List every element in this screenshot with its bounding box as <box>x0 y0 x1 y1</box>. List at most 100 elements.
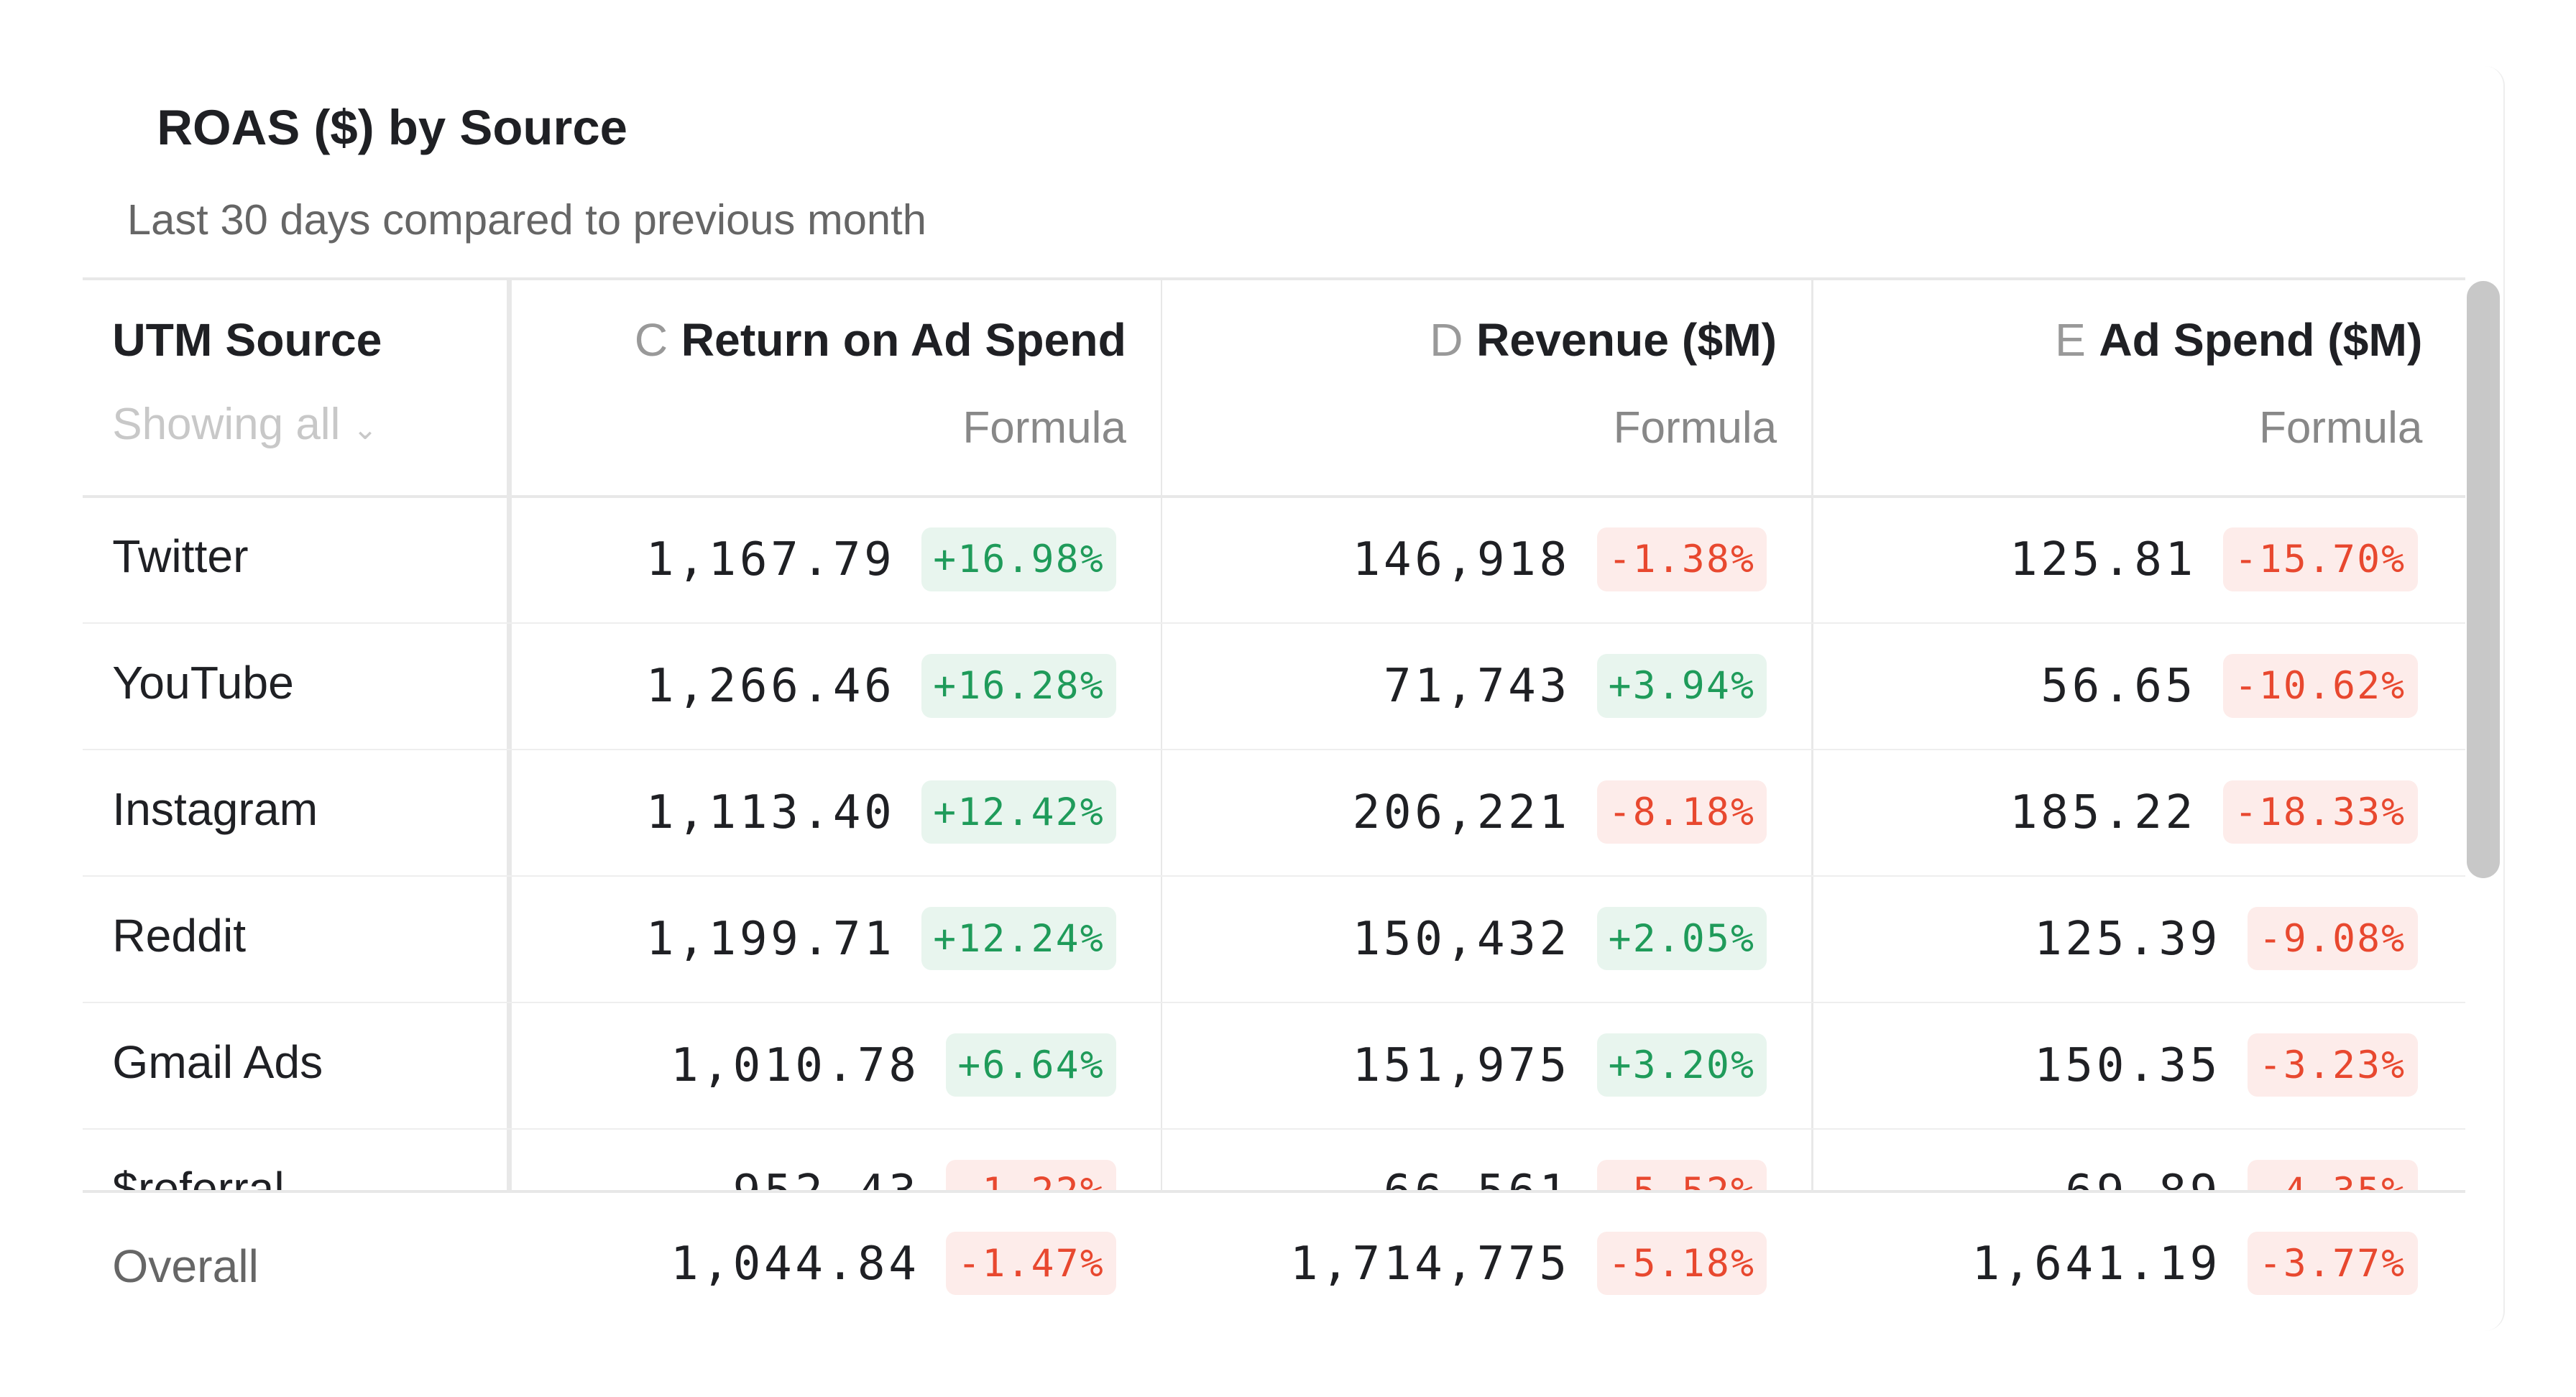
value-cell: 69.89 -4.35% <box>1813 1129 2418 1194</box>
value-cell: 1,199.71 +12.24% <box>512 876 1117 1002</box>
filter-label: Showing all <box>112 400 341 450</box>
source-name: YouTube <box>112 656 294 709</box>
column-header-e[interactable]: E Ad Spend ($M) Formula <box>1813 280 2466 495</box>
value-cell: 146,918 -1.38% <box>1162 497 1767 622</box>
change-badge: -1.22% <box>946 1159 1117 1194</box>
value-cell: 1,167.79 +16.98% <box>512 497 1117 622</box>
value: 1,641.19 <box>1972 1236 2221 1291</box>
value-cell: 125.81 -15.70% <box>1813 497 2418 622</box>
column-type: Formula <box>2258 402 2423 453</box>
value-cell: 150,432 +2.05% <box>1162 876 1767 1002</box>
value-cell: 185.22 -18.33% <box>1813 750 2418 875</box>
overall-row: Overall 1,044.84 -1.47% 1,714,775 -5.18% 1,6… <box>82 1190 2466 1333</box>
column-name: Ad Spend ($M) <box>2099 313 2423 366</box>
source-name: Twitter <box>112 530 249 582</box>
source-name: Gmail Ads <box>112 1036 323 1088</box>
change-badge: -9.08% <box>2247 906 2418 971</box>
column-divider <box>1811 280 1813 1194</box>
value-cell: 66,561 -5.52% <box>1162 1129 1767 1194</box>
value: 1,167.79 <box>645 532 896 586</box>
value-cell: 56.65 -10.62% <box>1813 623 2418 749</box>
column-divider <box>507 280 512 1194</box>
filter-dropdown[interactable]: Showing all ⌄ <box>112 399 377 450</box>
column-letter: C <box>634 313 668 366</box>
value: 952.43 <box>732 1164 920 1194</box>
value: 1,044.84 <box>671 1236 920 1291</box>
value: 206,221 <box>1352 785 1570 839</box>
table-row[interactable]: Reddit 1,199.71 +12.24% 150,432 +2.05% 125.39… <box>82 876 2466 1003</box>
value-cell: 1,714,775 -5.18% <box>1162 1193 1767 1333</box>
value: 71,743 <box>1383 658 1570 713</box>
column-divider <box>1161 280 1163 1194</box>
value: 125.81 <box>2009 532 2196 586</box>
value-cell: 952.43 -1.22% <box>512 1129 1117 1194</box>
change-badge: -4.35% <box>2247 1159 2418 1194</box>
value-cell: 71,743 +3.94% <box>1162 623 1767 749</box>
column-header-d[interactable]: D Revenue ($M) Formula <box>1162 280 1813 495</box>
change-badge: +3.94% <box>1596 653 1767 718</box>
value: 1,199.71 <box>645 911 896 966</box>
source-name: $referral <box>112 1162 285 1194</box>
change-badge: +16.98% <box>921 527 1117 591</box>
change-badge: -15.70% <box>2222 527 2418 591</box>
column-type: Formula <box>962 402 1126 453</box>
change-badge: -8.18% <box>1596 780 1767 844</box>
change-badge: -3.77% <box>2247 1231 2418 1296</box>
value-cell: 151,975 +3.20% <box>1162 1002 1767 1128</box>
change-badge: +2.05% <box>1596 906 1767 971</box>
value: 151,975 <box>1352 1038 1570 1092</box>
change-badge: +12.24% <box>921 906 1117 971</box>
column-letter: E <box>2054 313 2086 366</box>
overall-label: Overall <box>112 1240 259 1292</box>
value: 1,714,775 <box>1289 1236 1570 1291</box>
table-row[interactable]: YouTube 1,266.46 +16.28% 71,743 +3.94% 56.65-… <box>82 623 2466 750</box>
change-badge: +16.28% <box>921 653 1117 718</box>
change-badge: -5.18% <box>1596 1231 1767 1296</box>
value-cell: 150.35 -3.23% <box>1813 1002 2418 1128</box>
value: 185.22 <box>2009 785 2196 839</box>
value-cell: 1,113.40 +12.42% <box>512 750 1117 875</box>
value-cell: 1,266.46 +16.28% <box>512 623 1117 749</box>
value: 150,432 <box>1352 911 1570 966</box>
change-badge: -3.23% <box>2247 1033 2418 1097</box>
table-row[interactable]: Twitter 1,167.79 +16.98% 146,918 -1.38% 125.8… <box>82 497 2466 624</box>
change-badge: +12.42% <box>921 780 1117 844</box>
change-badge: -10.62% <box>2222 653 2418 718</box>
source-name: Reddit <box>112 909 247 962</box>
table-row[interactable]: $referral 952.43 -1.22% 66,561 -5.52% 69.89 -4… <box>83 1129 2465 1194</box>
value-cell: 1,044.84 -1.47% <box>512 1193 1117 1333</box>
change-badge: -18.33% <box>2222 780 2418 844</box>
value-cell: 125.39 -9.08% <box>1813 876 2418 1002</box>
value: 1,266.46 <box>645 658 896 713</box>
column-name: Return on Ad Spend <box>681 313 1126 366</box>
column-type: Formula <box>1613 402 1777 453</box>
column-letter: D <box>1430 313 1463 366</box>
table-row[interactable]: Gmail Ads 1,010.78 +6.64% 151,975 +3.20% 150.… <box>82 1002 2466 1130</box>
value: 1,010.78 <box>671 1038 920 1092</box>
utm-source-header: UTM Source <box>112 313 382 366</box>
value: 125.39 <box>2034 911 2221 966</box>
column-name: Revenue ($M) <box>1476 313 1777 366</box>
chevron-down-icon: ⌄ <box>352 412 378 446</box>
card-subtitle: Last 30 days compared to previous month <box>126 195 926 244</box>
change-badge: -5.52% <box>1596 1159 1767 1194</box>
value: 56.65 <box>2041 658 2196 713</box>
value: 66,561 <box>1383 1164 1570 1194</box>
column-header-c[interactable]: C Return on Ad Spend Formula <box>512 280 1162 495</box>
value: 69.89 <box>2065 1164 2221 1194</box>
source-name: Instagram <box>112 783 318 835</box>
table-header: UTM Source Showing all ⌄ C Return on Ad S… <box>82 280 2466 498</box>
value: 1,113.40 <box>645 785 896 839</box>
value: 150.35 <box>2034 1038 2221 1092</box>
vertical-scrollbar[interactable] <box>2467 280 2501 879</box>
change-badge: -1.47% <box>946 1231 1117 1296</box>
roas-card: ROAS ($) by Source Last 30 days compared… <box>82 65 2505 1333</box>
change-badge: -1.38% <box>1596 527 1767 591</box>
value: 146,918 <box>1352 532 1570 586</box>
value-cell: 1,010.78 +6.64% <box>512 1002 1117 1128</box>
change-badge: +3.20% <box>1596 1033 1767 1097</box>
change-badge: +6.64% <box>946 1033 1117 1097</box>
value-cell: 206,221 -8.18% <box>1162 750 1767 875</box>
table-row[interactable]: Instagram 1,113.40 +12.42% 206,221 -8.18% 185… <box>82 750 2466 877</box>
card-title: ROAS ($) by Source <box>157 99 627 155</box>
